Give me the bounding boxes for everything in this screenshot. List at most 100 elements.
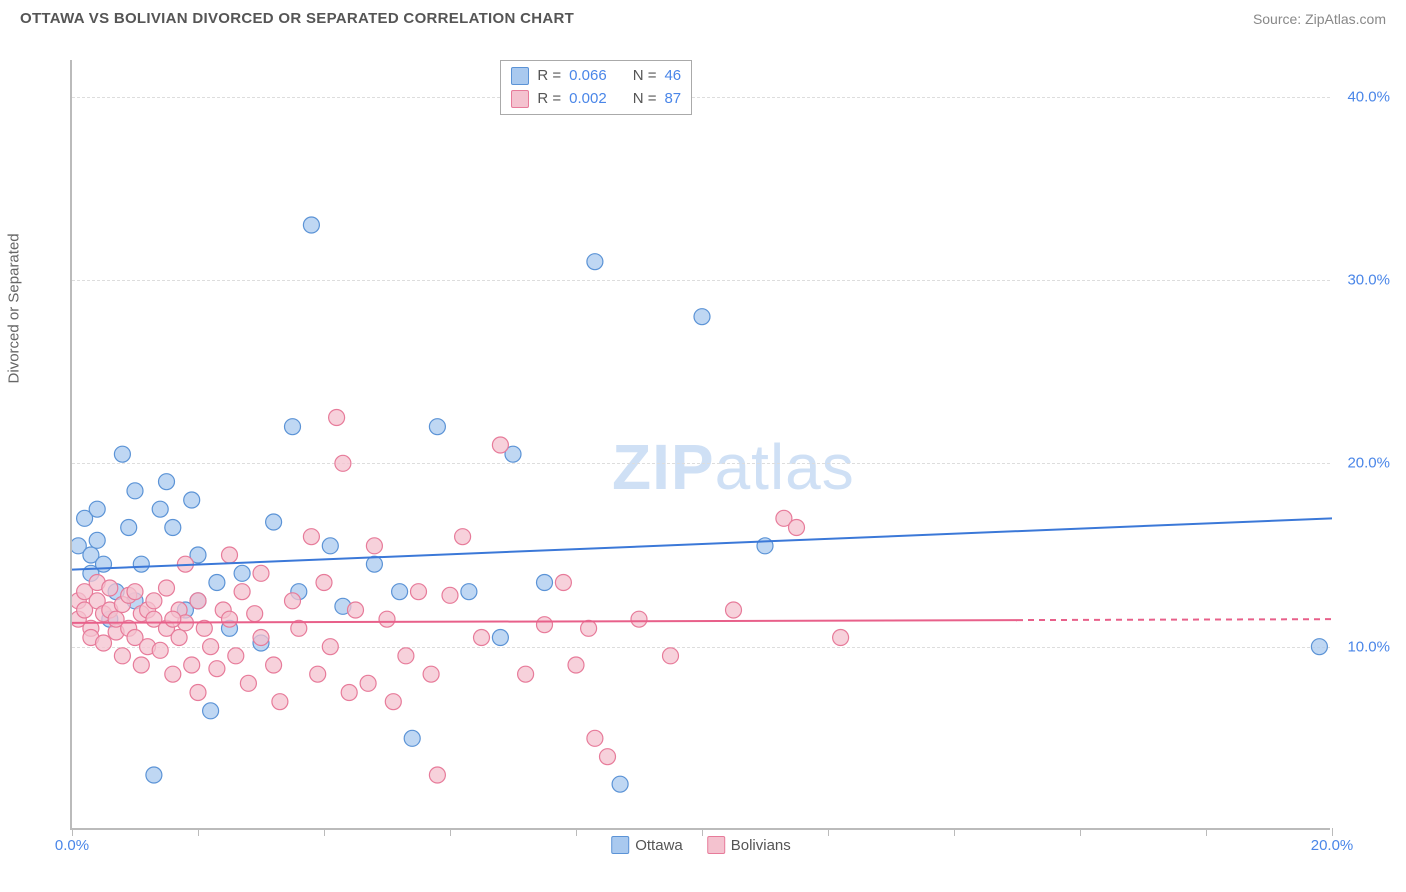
scatter-point [492, 437, 508, 453]
scatter-point [209, 575, 225, 591]
scatter-point [429, 419, 445, 435]
scatter-point [127, 483, 143, 499]
scatter-point [209, 661, 225, 677]
scatter-point [152, 501, 168, 517]
scatter-point [114, 648, 130, 664]
scatter-point [184, 657, 200, 673]
legend-label: Ottawa [635, 837, 683, 854]
legend-swatch [511, 67, 529, 85]
legend-item: Bolivians [707, 836, 791, 854]
scatter-point [663, 648, 679, 664]
scatter-point [165, 611, 181, 627]
scatter-point [96, 635, 112, 651]
scatter-point [285, 593, 301, 609]
scatter-point [266, 514, 282, 530]
scatter-point [203, 639, 219, 655]
scatter-point [310, 666, 326, 682]
scatter-point [316, 575, 332, 591]
scatter-point [247, 606, 263, 622]
scatter-point [89, 532, 105, 548]
scatter-point [442, 587, 458, 603]
scatter-point [159, 580, 175, 596]
stat-n-value: 87 [664, 88, 681, 111]
scatter-point [411, 584, 427, 600]
stat-n-value: 46 [664, 65, 681, 88]
scatter-point [612, 776, 628, 792]
regression-line-dashed [1017, 619, 1332, 620]
y-tick-label: 20.0% [1347, 455, 1390, 472]
scatter-point [335, 455, 351, 471]
scatter-point [222, 547, 238, 563]
legend-item: Ottawa [611, 836, 683, 854]
scatter-point [581, 620, 597, 636]
scatter-point [121, 520, 137, 536]
legend-label: Bolivians [731, 837, 791, 854]
scatter-point [171, 630, 187, 646]
source-name: ZipAtlas.com [1305, 11, 1386, 27]
y-tick-label: 10.0% [1347, 638, 1390, 655]
scatter-point [461, 584, 477, 600]
scatter-point [240, 675, 256, 691]
chart-svg [72, 60, 1332, 830]
scatter-point [203, 703, 219, 719]
y-tick-label: 30.0% [1347, 272, 1390, 289]
scatter-point [474, 630, 490, 646]
scatter-point [322, 639, 338, 655]
scatter-point [392, 584, 408, 600]
scatter-point [146, 593, 162, 609]
scatter-point [423, 666, 439, 682]
scatter-point [537, 575, 553, 591]
series-legend: Ottawa Bolivians [611, 836, 791, 854]
scatter-point [694, 309, 710, 325]
chart-container: Divorced or Separated ZIPatlas 10.0%20.0… [20, 40, 1386, 860]
stat-r-label: R = [537, 65, 561, 88]
scatter-point [587, 254, 603, 270]
scatter-point [222, 611, 238, 627]
legend-swatch [611, 836, 629, 854]
scatter-point [253, 630, 269, 646]
scatter-point [165, 666, 181, 682]
scatter-point [146, 767, 162, 783]
scatter-point [133, 556, 149, 572]
scatter-point [190, 685, 206, 701]
scatter-point [789, 520, 805, 536]
legend-swatch [707, 836, 725, 854]
scatter-point [429, 767, 445, 783]
y-axis-label: Divorced or Separated [6, 233, 23, 383]
scatter-point [303, 529, 319, 545]
scatter-point [600, 749, 616, 765]
legend-swatch [511, 90, 529, 108]
x-tick-label: 0.0% [55, 837, 89, 854]
scatter-point [228, 648, 244, 664]
chart-title: OTTAWA VS BOLIVIAN DIVORCED OR SEPARATED… [20, 10, 574, 27]
scatter-point [366, 538, 382, 554]
scatter-point [159, 474, 175, 490]
scatter-point [152, 642, 168, 658]
scatter-point [833, 630, 849, 646]
x-tick-mark [1332, 828, 1333, 836]
scatter-point [341, 685, 357, 701]
plot-area: ZIPatlas 10.0%20.0%30.0%40.0%0.0%20.0%R … [70, 60, 1330, 830]
scatter-point [303, 217, 319, 233]
scatter-point [133, 657, 149, 673]
scatter-point [184, 492, 200, 508]
scatter-point [329, 410, 345, 426]
scatter-point [127, 584, 143, 600]
scatter-point [285, 419, 301, 435]
stat-n-label: N = [633, 65, 657, 88]
stat-r-value: 0.066 [569, 65, 607, 88]
scatter-point [234, 584, 250, 600]
stat-r-value: 0.002 [569, 88, 607, 111]
scatter-point [555, 575, 571, 591]
regression-line [72, 620, 1017, 623]
scatter-point [492, 630, 508, 646]
scatter-point [322, 538, 338, 554]
y-tick-label: 40.0% [1347, 88, 1390, 105]
scatter-point [1311, 639, 1327, 655]
stat-legend-row: R = 0.066 N = 46 [511, 65, 681, 88]
scatter-point [568, 657, 584, 673]
scatter-point [455, 529, 471, 545]
chart-source: Source: ZipAtlas.com [1253, 11, 1386, 27]
stat-r-label: R = [537, 88, 561, 111]
stat-legend: R = 0.066 N = 46R = 0.002 N = 87 [500, 60, 692, 115]
